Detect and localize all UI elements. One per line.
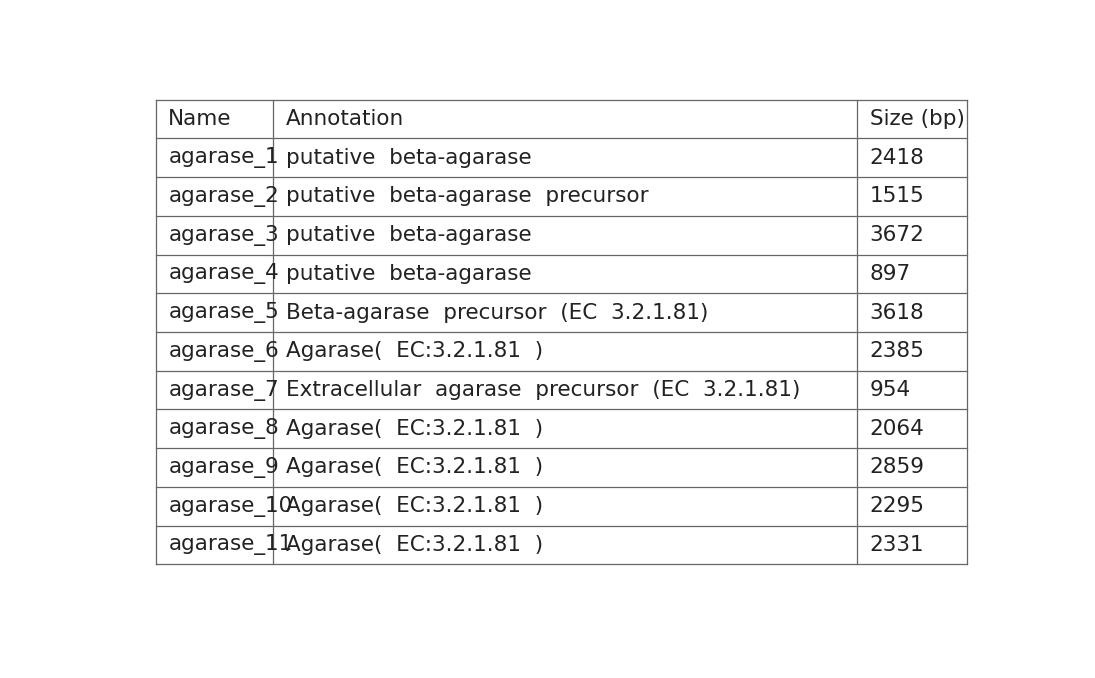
Text: agarase_4: agarase_4 (169, 263, 279, 284)
Text: putative  beta-agarase: putative beta-agarase (286, 264, 531, 284)
Text: 2295: 2295 (869, 496, 924, 516)
Text: 3672: 3672 (869, 225, 924, 245)
Text: Agarase(  EC:3.2.1.81  ): Agarase( EC:3.2.1.81 ) (286, 496, 543, 516)
Text: 897: 897 (869, 264, 911, 284)
Text: agarase_3: agarase_3 (169, 224, 279, 245)
Text: Size (bp): Size (bp) (869, 109, 965, 129)
Text: Name: Name (169, 109, 232, 129)
Text: putative  beta-agarase  precursor: putative beta-agarase precursor (286, 186, 648, 206)
Text: agarase_8: agarase_8 (169, 418, 279, 439)
Text: Extracellular  agarase  precursor  (EC  3.2.1.81): Extracellular agarase precursor (EC 3.2.… (286, 380, 800, 400)
Text: Agarase(  EC:3.2.1.81  ): Agarase( EC:3.2.1.81 ) (286, 535, 543, 555)
Text: agarase_1: agarase_1 (169, 147, 279, 168)
Text: agarase_7: agarase_7 (169, 380, 279, 401)
Text: Agarase(  EC:3.2.1.81  ): Agarase( EC:3.2.1.81 ) (286, 458, 543, 477)
Text: agarase_9: agarase_9 (169, 457, 279, 478)
Text: agarase_2: agarase_2 (169, 186, 279, 207)
Text: 954: 954 (869, 380, 911, 400)
Text: Agarase(  EC:3.2.1.81  ): Agarase( EC:3.2.1.81 ) (286, 419, 543, 439)
Text: agarase_5: agarase_5 (169, 302, 279, 323)
Text: 3618: 3618 (869, 302, 924, 323)
Text: Annotation: Annotation (286, 109, 404, 129)
Text: 2385: 2385 (869, 341, 924, 361)
Text: 2064: 2064 (869, 419, 924, 439)
Text: 1515: 1515 (869, 186, 924, 206)
Text: Beta-agarase  precursor  (EC  3.2.1.81): Beta-agarase precursor (EC 3.2.1.81) (286, 302, 708, 323)
Text: putative  beta-agarase: putative beta-agarase (286, 225, 531, 245)
Text: agarase_10: agarase_10 (169, 496, 292, 517)
Text: agarase_11: agarase_11 (169, 534, 292, 555)
Text: Agarase(  EC:3.2.1.81  ): Agarase( EC:3.2.1.81 ) (286, 341, 543, 361)
Text: 2331: 2331 (869, 535, 924, 555)
Text: putative  beta-agarase: putative beta-agarase (286, 148, 531, 167)
Text: 2418: 2418 (869, 148, 924, 167)
Text: 2859: 2859 (869, 458, 924, 477)
Text: agarase_6: agarase_6 (169, 341, 279, 362)
